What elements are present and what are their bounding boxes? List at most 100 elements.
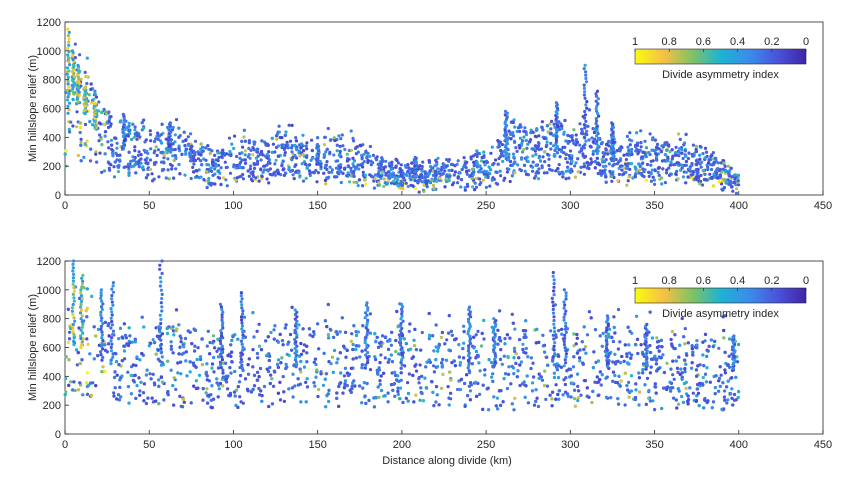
data-point [677, 161, 680, 164]
data-point [113, 136, 116, 139]
data-point [264, 339, 267, 342]
data-point [302, 153, 305, 156]
data-point [714, 386, 717, 389]
data-point [415, 370, 418, 373]
data-point [624, 372, 627, 375]
data-point [350, 367, 353, 370]
data-point [336, 357, 339, 360]
data-point [429, 169, 432, 172]
data-point [634, 382, 637, 385]
data-point [524, 336, 527, 339]
data-point [234, 404, 237, 407]
data-point [157, 138, 160, 141]
data-point [112, 395, 115, 398]
data-point [543, 160, 546, 163]
data-point [376, 155, 379, 158]
data-point [681, 164, 684, 167]
data-point [675, 406, 678, 409]
data-point [67, 112, 70, 115]
data-point [592, 141, 595, 144]
data-point [522, 130, 525, 133]
data-point [602, 332, 605, 335]
data-point [98, 152, 101, 155]
data-point [556, 167, 559, 170]
data-point [563, 119, 566, 122]
data-point [85, 82, 88, 85]
data-point [408, 330, 411, 333]
data-point [313, 361, 316, 364]
data-point [248, 141, 251, 144]
data-point [362, 171, 365, 174]
data-point [253, 374, 256, 377]
data-point [525, 173, 528, 176]
data-point [274, 174, 277, 177]
data-point [503, 342, 506, 345]
data-point [546, 153, 549, 156]
data-point [669, 368, 672, 371]
data-point [174, 133, 177, 136]
data-point [534, 153, 537, 156]
data-point [358, 384, 361, 387]
data-point [558, 163, 561, 166]
data-point [170, 167, 173, 170]
data-point [392, 383, 395, 386]
data-point [209, 152, 212, 155]
data-point [704, 147, 707, 150]
data-point [364, 151, 367, 154]
data-point [637, 151, 640, 154]
data-point [501, 160, 504, 163]
data-point [512, 153, 515, 156]
data-point [471, 172, 474, 175]
data-point [643, 140, 646, 143]
data-point [462, 325, 465, 328]
data-point [139, 157, 142, 160]
data-point [643, 168, 646, 171]
data-point [682, 143, 685, 146]
data-point [550, 132, 553, 135]
data-point [67, 44, 70, 47]
data-point [210, 367, 213, 370]
data-point [277, 155, 280, 158]
data-point [496, 397, 499, 400]
data-point [322, 172, 325, 175]
data-point [94, 93, 97, 96]
data-point [369, 145, 372, 148]
data-point [590, 401, 593, 404]
data-point [645, 403, 648, 406]
data-point [525, 139, 528, 142]
data-point [191, 166, 194, 169]
data-point [495, 404, 498, 407]
data-point [260, 158, 263, 161]
data-point [251, 311, 254, 314]
x-tick-label: 450 [814, 200, 832, 212]
y-tick-label: 400 [43, 132, 61, 144]
data-point [278, 125, 281, 128]
data-point [287, 387, 290, 390]
data-point [213, 346, 216, 349]
data-point [219, 183, 222, 186]
data-point [357, 330, 360, 333]
data-point [526, 355, 529, 358]
data-point [393, 175, 396, 178]
data-point [687, 175, 690, 178]
data-point [79, 144, 82, 147]
data-point [531, 381, 534, 384]
data-point [639, 129, 642, 132]
data-point [127, 174, 130, 177]
data-point [378, 175, 381, 178]
data-point [613, 331, 616, 334]
data-point [377, 396, 380, 399]
data-point [327, 171, 330, 174]
data-point [130, 165, 133, 168]
y-axis-label: Min hillslope relief (m) [27, 55, 39, 162]
data-point [202, 387, 205, 390]
data-point [84, 71, 87, 74]
data-point [162, 161, 165, 164]
data-point [625, 153, 628, 156]
data-point [382, 372, 385, 375]
data-point [443, 169, 446, 172]
data-point [448, 314, 451, 317]
data-point [454, 170, 457, 173]
data-point [217, 159, 220, 162]
data-point [495, 182, 498, 185]
